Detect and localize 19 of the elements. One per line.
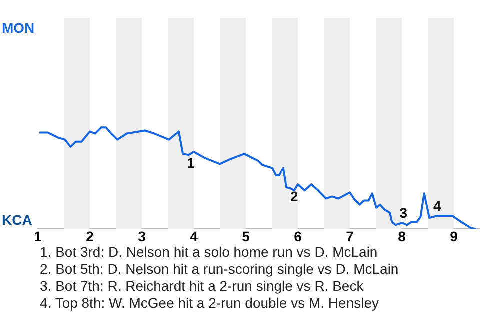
x-tick-label: 5 — [242, 228, 250, 244]
text: 2. Bot 5th: D. Nelson hit a run-scoring single vs D. McLain — [40, 261, 399, 278]
x-tick-label: 2 — [86, 228, 94, 244]
text: 4. Top 8th: W. McGee hit a 2-run double vs M. Hensley — [40, 295, 380, 312]
annotation: 4 — [434, 198, 442, 214]
x-tick-label: 4 — [190, 228, 198, 244]
annotation: 2 — [290, 188, 299, 204]
x-tick-label: 7 — [346, 228, 354, 244]
text: 1. Bot 3rd: D. Nelson hit a solo home run vs D. McLain — [40, 244, 379, 261]
annotation: 3 — [400, 205, 408, 221]
x-tick-label: 1 — [34, 228, 42, 244]
x-tick-label: 6 — [294, 228, 302, 244]
text: MON — [2, 20, 35, 36]
x-tick-label: 8 — [398, 228, 406, 244]
x-tick-label: 3 — [138, 228, 146, 244]
text: 3. Bot 7th: R. Reichardt hit a 2-run single vs R. Beck — [40, 278, 365, 295]
x-tick-label: 9 — [450, 228, 458, 244]
annotation: 1 — [187, 154, 196, 171]
text: KCA — [2, 212, 32, 228]
